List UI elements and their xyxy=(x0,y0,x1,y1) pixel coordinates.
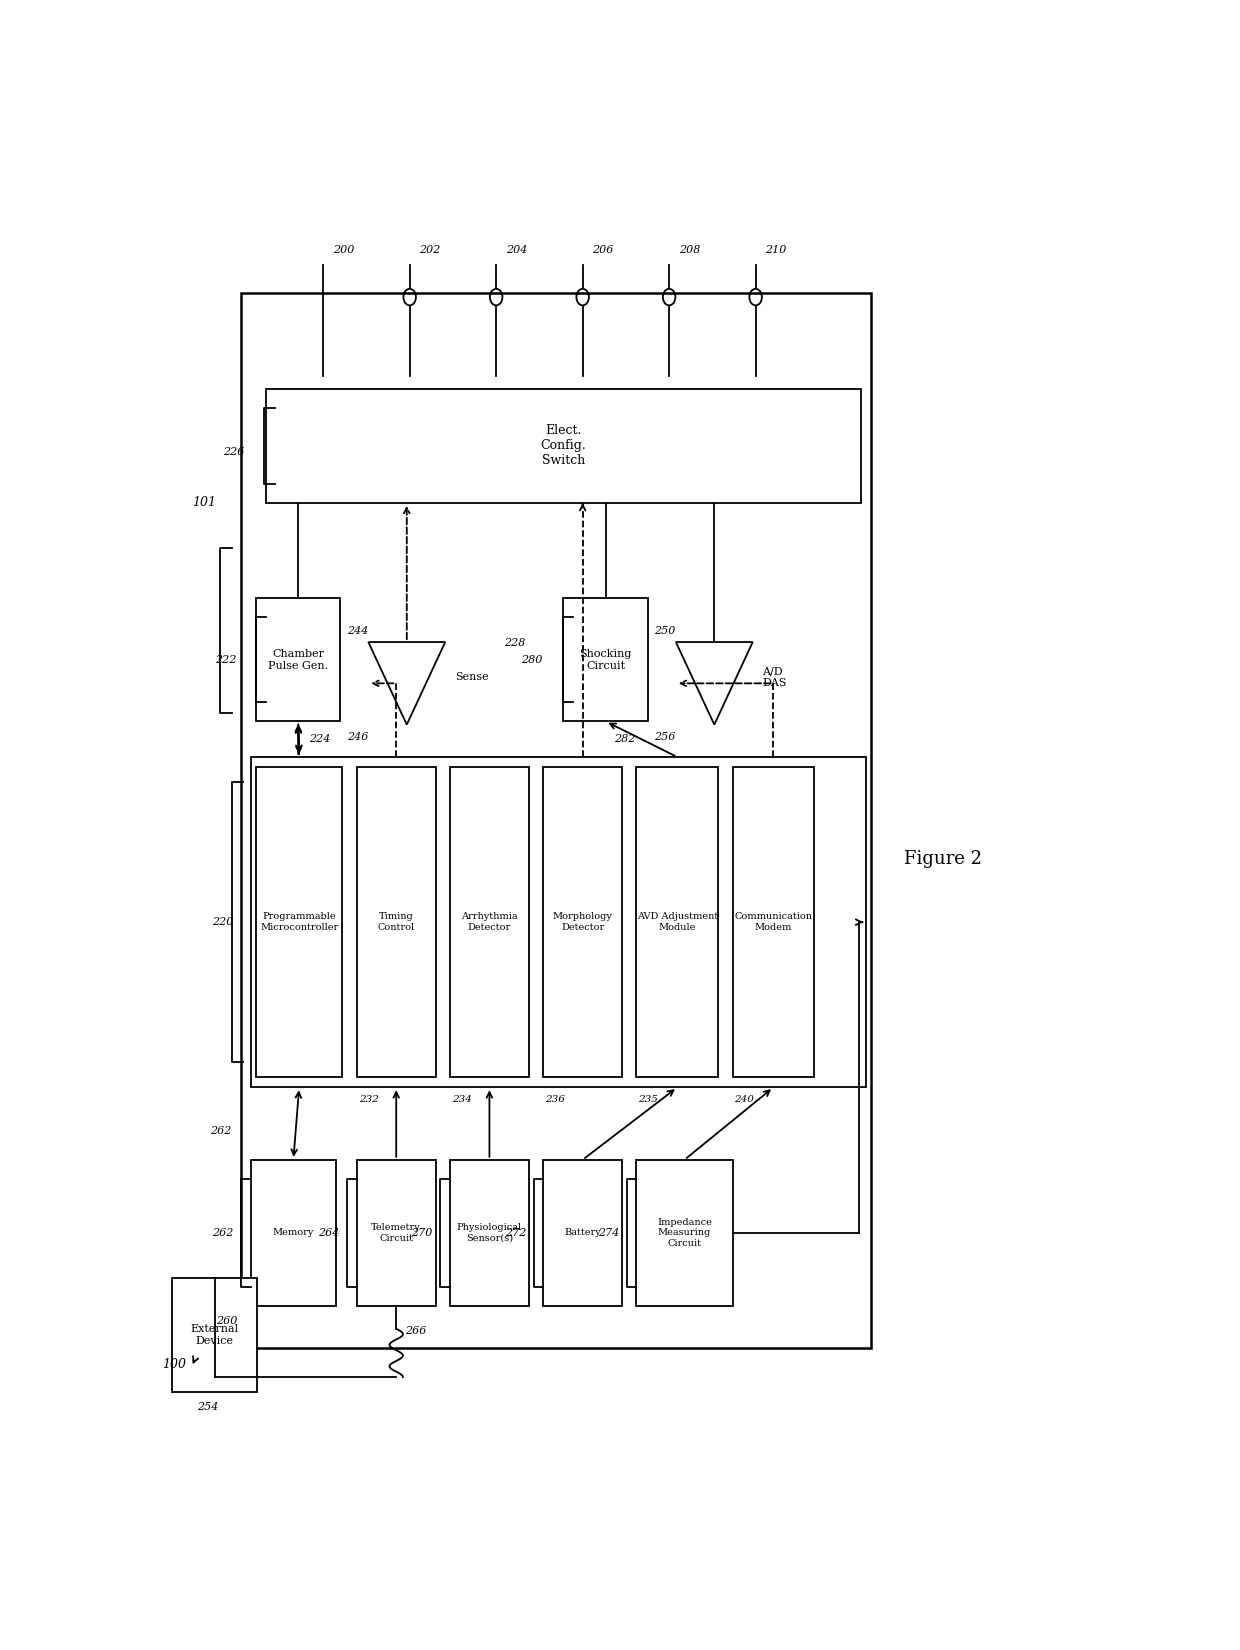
Text: 232: 232 xyxy=(358,1096,378,1104)
FancyBboxPatch shape xyxy=(563,599,649,721)
FancyBboxPatch shape xyxy=(733,767,815,1077)
Text: 208: 208 xyxy=(678,246,701,256)
FancyBboxPatch shape xyxy=(450,1160,528,1305)
Text: Figure 2: Figure 2 xyxy=(904,850,982,868)
Text: 270: 270 xyxy=(412,1228,433,1238)
Text: 202: 202 xyxy=(419,246,440,256)
Text: 226: 226 xyxy=(223,447,244,457)
Text: 234: 234 xyxy=(451,1096,472,1104)
Text: 282: 282 xyxy=(614,734,636,744)
Text: 266: 266 xyxy=(404,1327,427,1337)
Text: Telemetry
Circuit: Telemetry Circuit xyxy=(371,1223,422,1242)
Text: Shocking
Circuit: Shocking Circuit xyxy=(579,648,632,670)
Text: Timing
Control: Timing Control xyxy=(378,912,414,932)
Text: 220: 220 xyxy=(212,917,234,927)
FancyBboxPatch shape xyxy=(357,767,435,1077)
Text: 280: 280 xyxy=(521,655,542,665)
FancyBboxPatch shape xyxy=(543,767,622,1077)
FancyBboxPatch shape xyxy=(636,767,718,1077)
Text: External
Device: External Device xyxy=(191,1325,238,1346)
Text: Sense: Sense xyxy=(455,672,489,681)
Text: 210: 210 xyxy=(765,246,786,256)
FancyBboxPatch shape xyxy=(250,757,866,1087)
Text: 228: 228 xyxy=(503,637,525,648)
Text: Memory: Memory xyxy=(273,1228,314,1238)
Text: 274: 274 xyxy=(598,1228,619,1238)
Text: Communication
Modem: Communication Modem xyxy=(734,912,812,932)
FancyBboxPatch shape xyxy=(255,599,341,721)
Text: Programmable
Microcontroller: Programmable Microcontroller xyxy=(260,912,339,932)
Text: A/D
DAS: A/D DAS xyxy=(763,667,787,688)
FancyBboxPatch shape xyxy=(450,767,528,1077)
FancyBboxPatch shape xyxy=(357,1160,435,1305)
Text: 200: 200 xyxy=(332,246,355,256)
Text: 222: 222 xyxy=(216,655,237,665)
Text: Physiological
Sensor(s): Physiological Sensor(s) xyxy=(456,1223,522,1242)
Text: 272: 272 xyxy=(505,1228,526,1238)
Text: 264: 264 xyxy=(319,1228,340,1238)
FancyBboxPatch shape xyxy=(636,1160,733,1305)
Text: 262: 262 xyxy=(211,1125,232,1135)
Text: 100: 100 xyxy=(161,1358,186,1371)
Text: 235: 235 xyxy=(639,1096,658,1104)
Text: Arrhythmia
Detector: Arrhythmia Detector xyxy=(461,912,518,932)
Text: 101: 101 xyxy=(192,497,217,510)
Text: Battery: Battery xyxy=(564,1228,601,1238)
Text: 204: 204 xyxy=(506,246,527,256)
Text: 256: 256 xyxy=(655,731,676,741)
Polygon shape xyxy=(368,642,445,724)
Text: Elect.
Config.
Switch: Elect. Config. Switch xyxy=(541,424,587,467)
FancyBboxPatch shape xyxy=(255,767,342,1077)
Polygon shape xyxy=(676,642,753,724)
Text: 250: 250 xyxy=(655,627,676,637)
Text: 246: 246 xyxy=(347,731,368,741)
Text: Morphology
Detector: Morphology Detector xyxy=(553,912,613,932)
Text: 236: 236 xyxy=(546,1096,565,1104)
FancyBboxPatch shape xyxy=(265,389,862,503)
Text: AVD Adjustment
Module: AVD Adjustment Module xyxy=(636,912,718,932)
Text: 206: 206 xyxy=(593,246,614,256)
Text: 224: 224 xyxy=(309,734,330,744)
Text: 244: 244 xyxy=(347,627,368,637)
FancyBboxPatch shape xyxy=(543,1160,622,1305)
Text: 260: 260 xyxy=(216,1317,238,1327)
Text: Chamber
Pulse Gen.: Chamber Pulse Gen. xyxy=(268,648,329,670)
Text: 240: 240 xyxy=(734,1096,754,1104)
Text: 254: 254 xyxy=(197,1402,218,1412)
Text: Impedance
Measuring
Circuit: Impedance Measuring Circuit xyxy=(657,1218,712,1247)
FancyBboxPatch shape xyxy=(250,1160,336,1305)
FancyBboxPatch shape xyxy=(172,1279,257,1393)
Text: 262: 262 xyxy=(212,1228,234,1238)
